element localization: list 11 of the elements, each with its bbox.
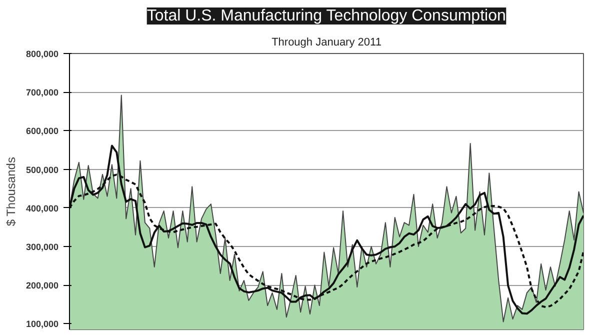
y-tick-label: 300,000 (26, 242, 59, 252)
y-tick-label: 800,000 (26, 49, 59, 59)
y-tick-label: 400,000 (26, 203, 59, 214)
y-tick-label: 700,000 (26, 88, 59, 98)
chart-title: Total U.S. Manufacturing Technology Consumption (146, 8, 506, 24)
chart-subtitle: Through January 2011 (272, 36, 382, 48)
y-tick-label: 600,000 (26, 126, 59, 136)
y-tick-label: 500,000 (26, 164, 59, 175)
y-axis-title: $ Thousands (4, 157, 18, 226)
y-tick-label: 100,000 (26, 319, 59, 330)
y-tick-label: 200,000 (26, 280, 59, 291)
